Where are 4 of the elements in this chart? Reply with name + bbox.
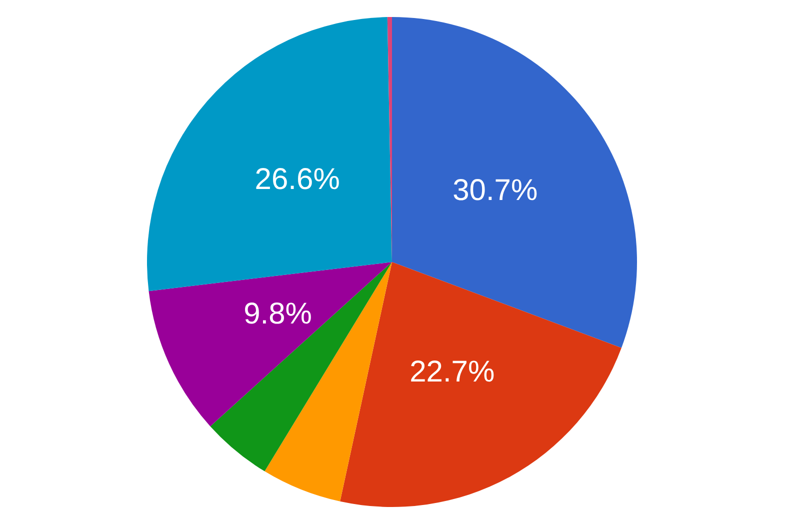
data-label: 22.7%: [410, 356, 495, 389]
data-label: 30.7%: [452, 174, 538, 207]
data-label: 26.6%: [254, 163, 340, 196]
data-label: 9.8%: [244, 298, 312, 331]
